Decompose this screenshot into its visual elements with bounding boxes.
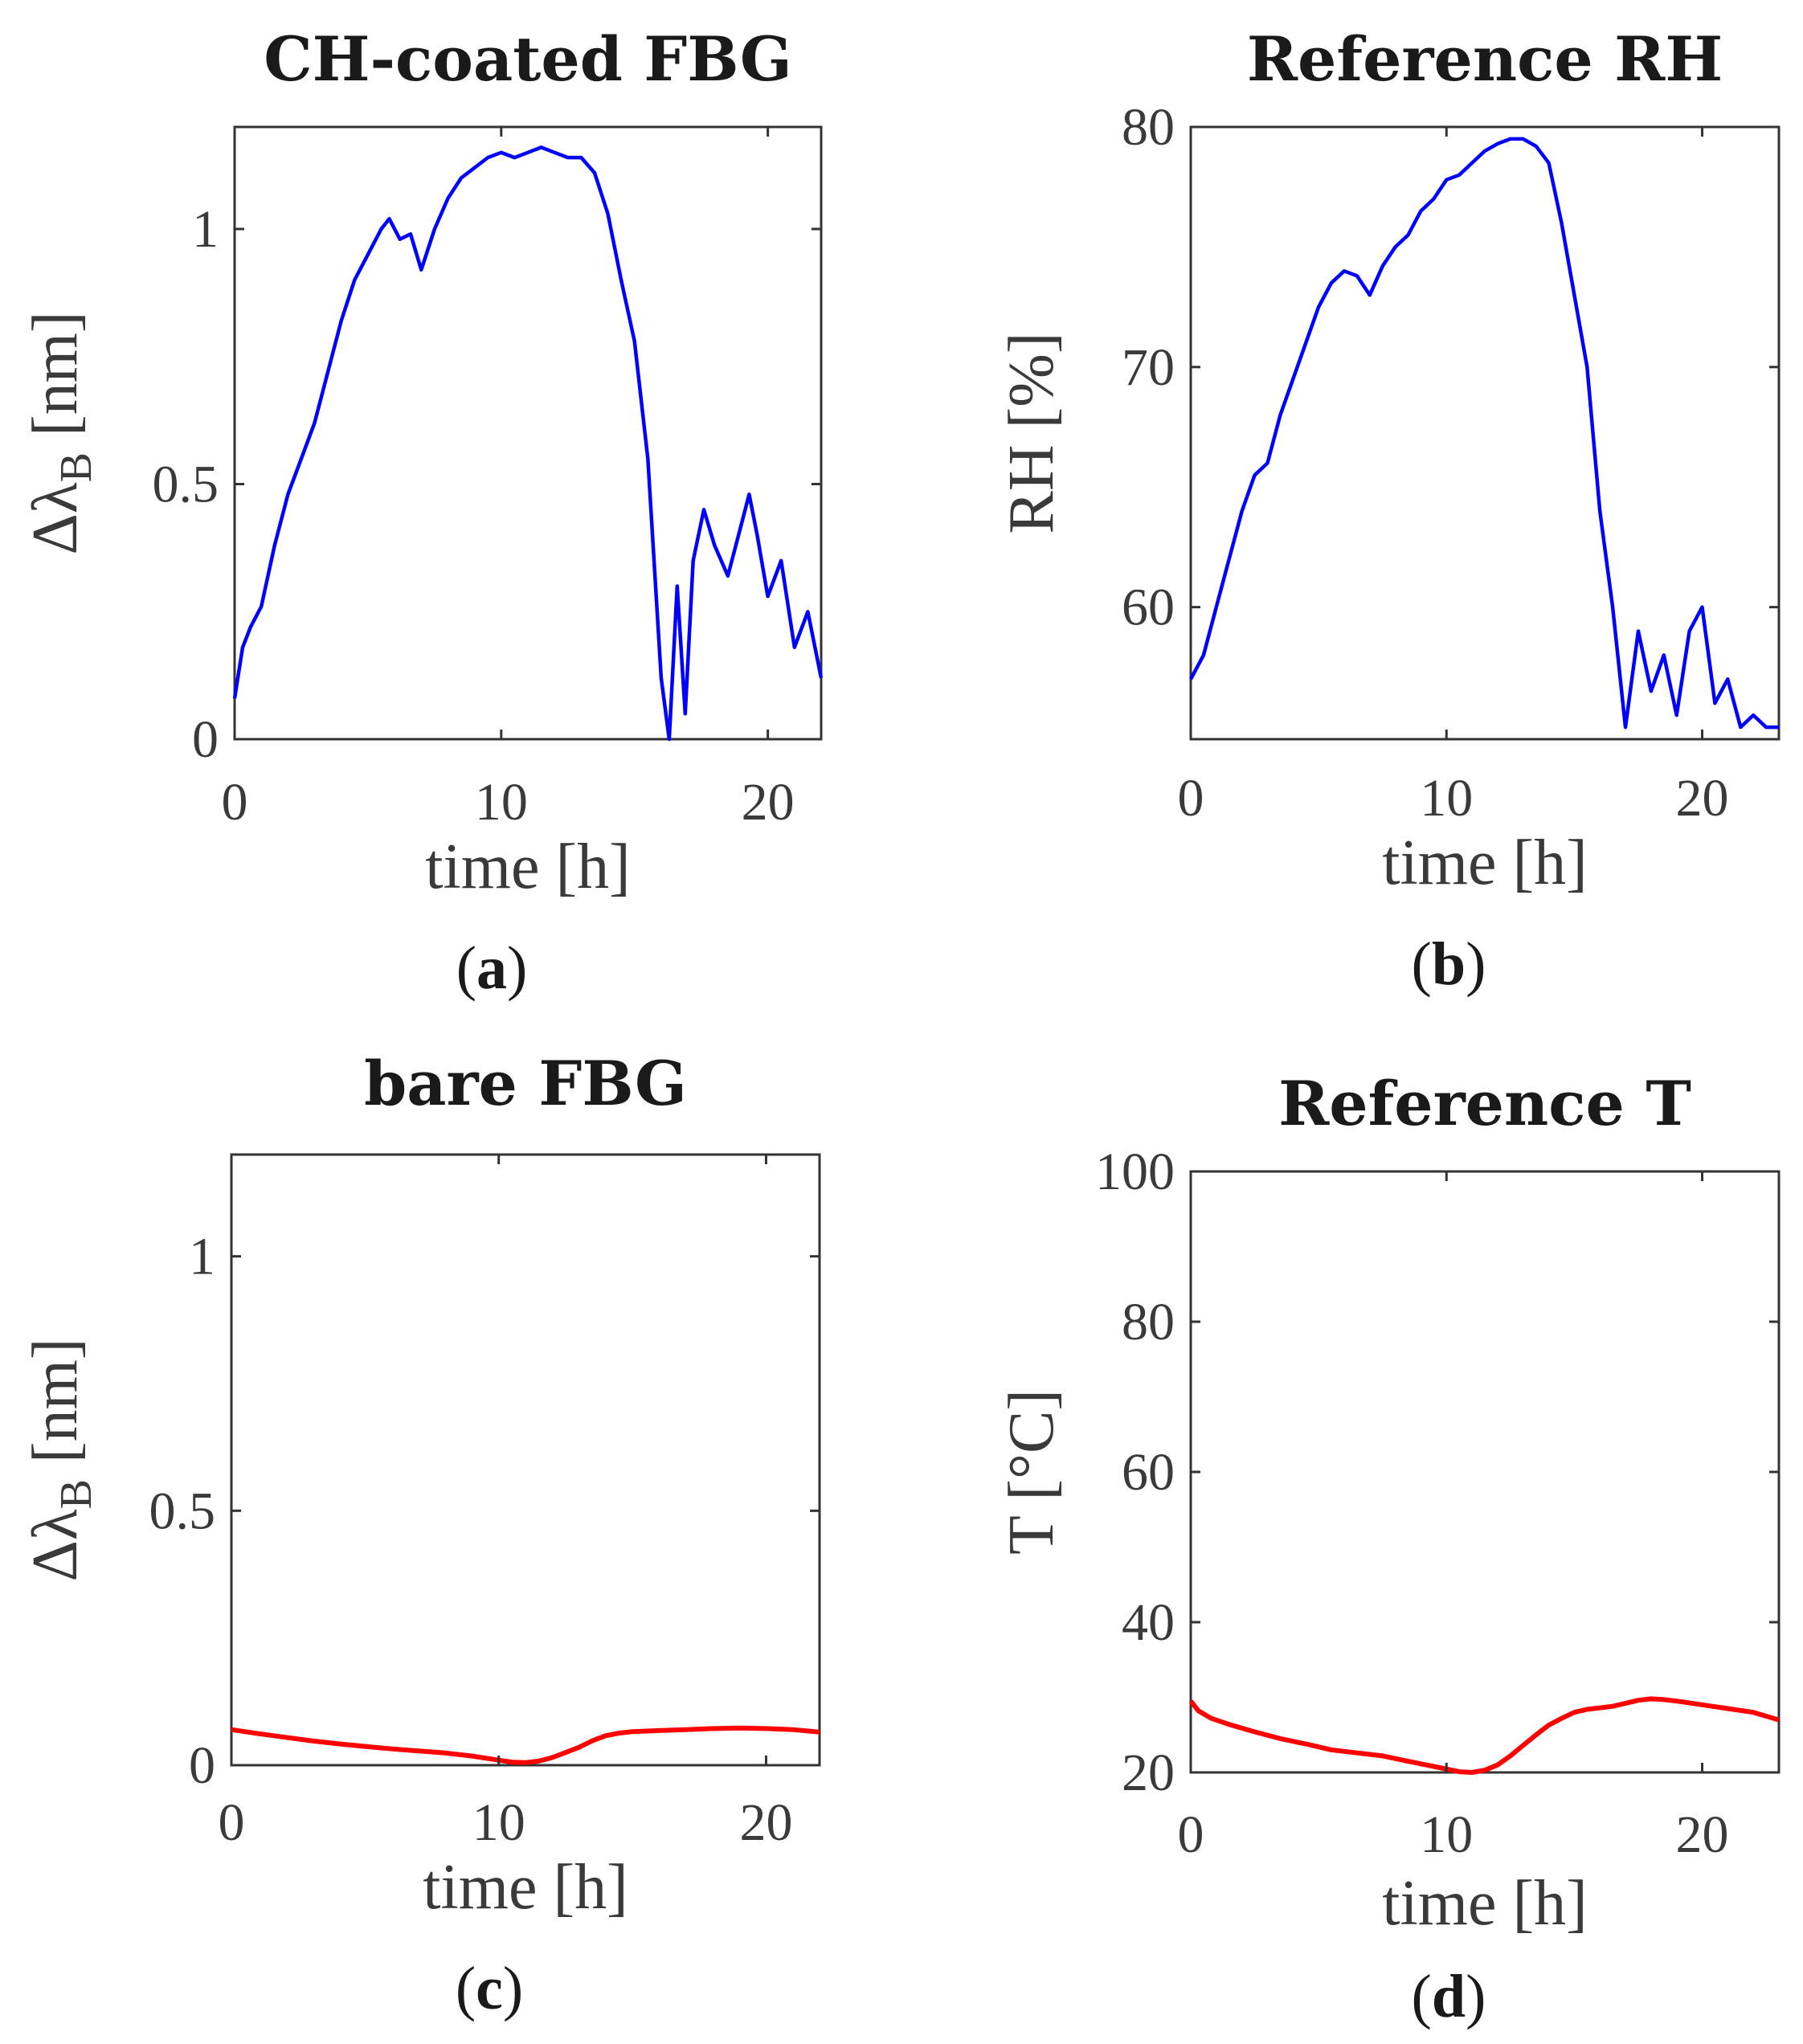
y-tick-label: 100	[1095, 1143, 1175, 1201]
series-line-rh	[1189, 137, 1779, 730]
x-axis-label: time [h]	[1382, 1868, 1587, 1939]
y-tick-label: 0	[192, 710, 219, 769]
x-tick-label: 20	[739, 1793, 792, 1852]
y-axis-label-main: T [°C]	[996, 1389, 1067, 1555]
chart-title: Reference T	[1278, 1068, 1691, 1139]
y-tick-label: 60	[1122, 1443, 1175, 1502]
x-axis-label: time [h]	[1382, 828, 1587, 898]
plot-frame	[1189, 125, 1781, 741]
y-axis-label: ΔλB [nm]	[20, 311, 101, 554]
y-tick-label: 70	[1122, 338, 1175, 397]
subfigure-close-paren: )	[503, 1955, 523, 2022]
subfigure-letter: c	[476, 1955, 503, 2022]
chart-title: Reference RH	[1247, 23, 1723, 95]
y-tick-label: 0.5	[153, 456, 219, 514]
subfigure-label: (c)	[456, 1955, 523, 2022]
x-tick-label: 0	[1178, 1805, 1204, 1864]
x-tick-label: 0	[222, 773, 248, 832]
chart-c: bare FBG 0 10 20 0 0.5 1 time [h] ΔλB [nm] (c)	[20, 1048, 821, 2022]
chart-b: Reference RH 0 10 20 60 70 80 time [h] RH [%] (b)	[996, 23, 1781, 998]
x-tick-label: 0	[219, 1793, 245, 1852]
x-tick-label: 10	[475, 773, 528, 832]
subfigure-open-paren: (	[456, 1955, 476, 2022]
x-tick-label: 20	[742, 773, 795, 832]
subfigure-letter: b	[1432, 930, 1466, 998]
y-tick-label: 20	[1122, 1744, 1175, 1802]
y-tick-label: 80	[1122, 98, 1175, 157]
subfigure-close-paren: )	[507, 934, 527, 1002]
chart-title: CH-coated FBG	[264, 23, 792, 95]
chart-d: Reference T 0 10 20 20 40 60 80 100 time [h] T [°C…	[996, 1068, 1781, 2030]
x-tick-label: 10	[1420, 769, 1473, 828]
subfigure-close-paren: )	[1466, 1963, 1486, 2030]
series-line-bare-fbg	[231, 1725, 820, 1765]
x-tick-label: 20	[1676, 1805, 1729, 1864]
y-axis-label-unit: [nm]	[20, 1338, 91, 1479]
subfigure-open-paren: (	[1412, 930, 1432, 998]
plot-frame	[230, 1153, 821, 1767]
subfigure-label: (d)	[1412, 1963, 1486, 2030]
y-tick-label: 1	[192, 200, 219, 259]
y-axis-label: RH [%]	[996, 332, 1067, 533]
x-axis-label: time [h]	[425, 832, 630, 902]
x-tick-label: 20	[1676, 769, 1729, 828]
x-tick-label: 10	[1420, 1805, 1473, 1864]
subfigure-open-paren: (	[1412, 1963, 1432, 2030]
y-axis-label: ΔλB [nm]	[20, 1338, 101, 1581]
x-tick-label: 0	[1178, 769, 1204, 828]
y-tick-label: 40	[1122, 1593, 1175, 1652]
y-axis-label-main: RH [%]	[996, 332, 1067, 533]
subfigure-label: (a)	[456, 934, 528, 1002]
y-tick-label: 1	[189, 1228, 215, 1286]
y-axis-label-main: Δλ	[20, 1509, 91, 1581]
subfigure-letter: a	[476, 934, 507, 1002]
series-line-ch-coated-fbg	[232, 145, 824, 742]
subfigure-label: (b)	[1412, 930, 1486, 998]
y-axis-label: T [°C]	[996, 1389, 1067, 1555]
y-axis-label-subscript: B	[51, 452, 101, 482]
plot-frame	[233, 125, 823, 741]
y-tick-label: 60	[1122, 578, 1175, 637]
chart-a: CH-coated FBG 0 10 20 0 0.5 1 time [h] ΔλB [nm] (…	[20, 23, 824, 1002]
plot-frame	[1189, 1170, 1781, 1774]
x-axis-label: time [h]	[423, 1852, 628, 1923]
y-tick-label: 0	[189, 1736, 215, 1795]
subfigure-close-paren: )	[1466, 930, 1486, 998]
x-tick-label: 10	[472, 1793, 525, 1852]
subfigure-open-paren: (	[456, 934, 476, 1002]
chart-title: bare FBG	[364, 1048, 687, 1119]
y-axis-label-main: Δλ	[20, 482, 91, 554]
subfigure-letter: d	[1432, 1963, 1466, 2030]
y-axis-label-subscript: B	[51, 1479, 101, 1509]
series-line-t	[1188, 1696, 1780, 1775]
y-tick-label: 0.5	[149, 1482, 216, 1540]
y-tick-label: 80	[1122, 1293, 1175, 1351]
y-axis-label-unit: [nm]	[20, 311, 91, 452]
